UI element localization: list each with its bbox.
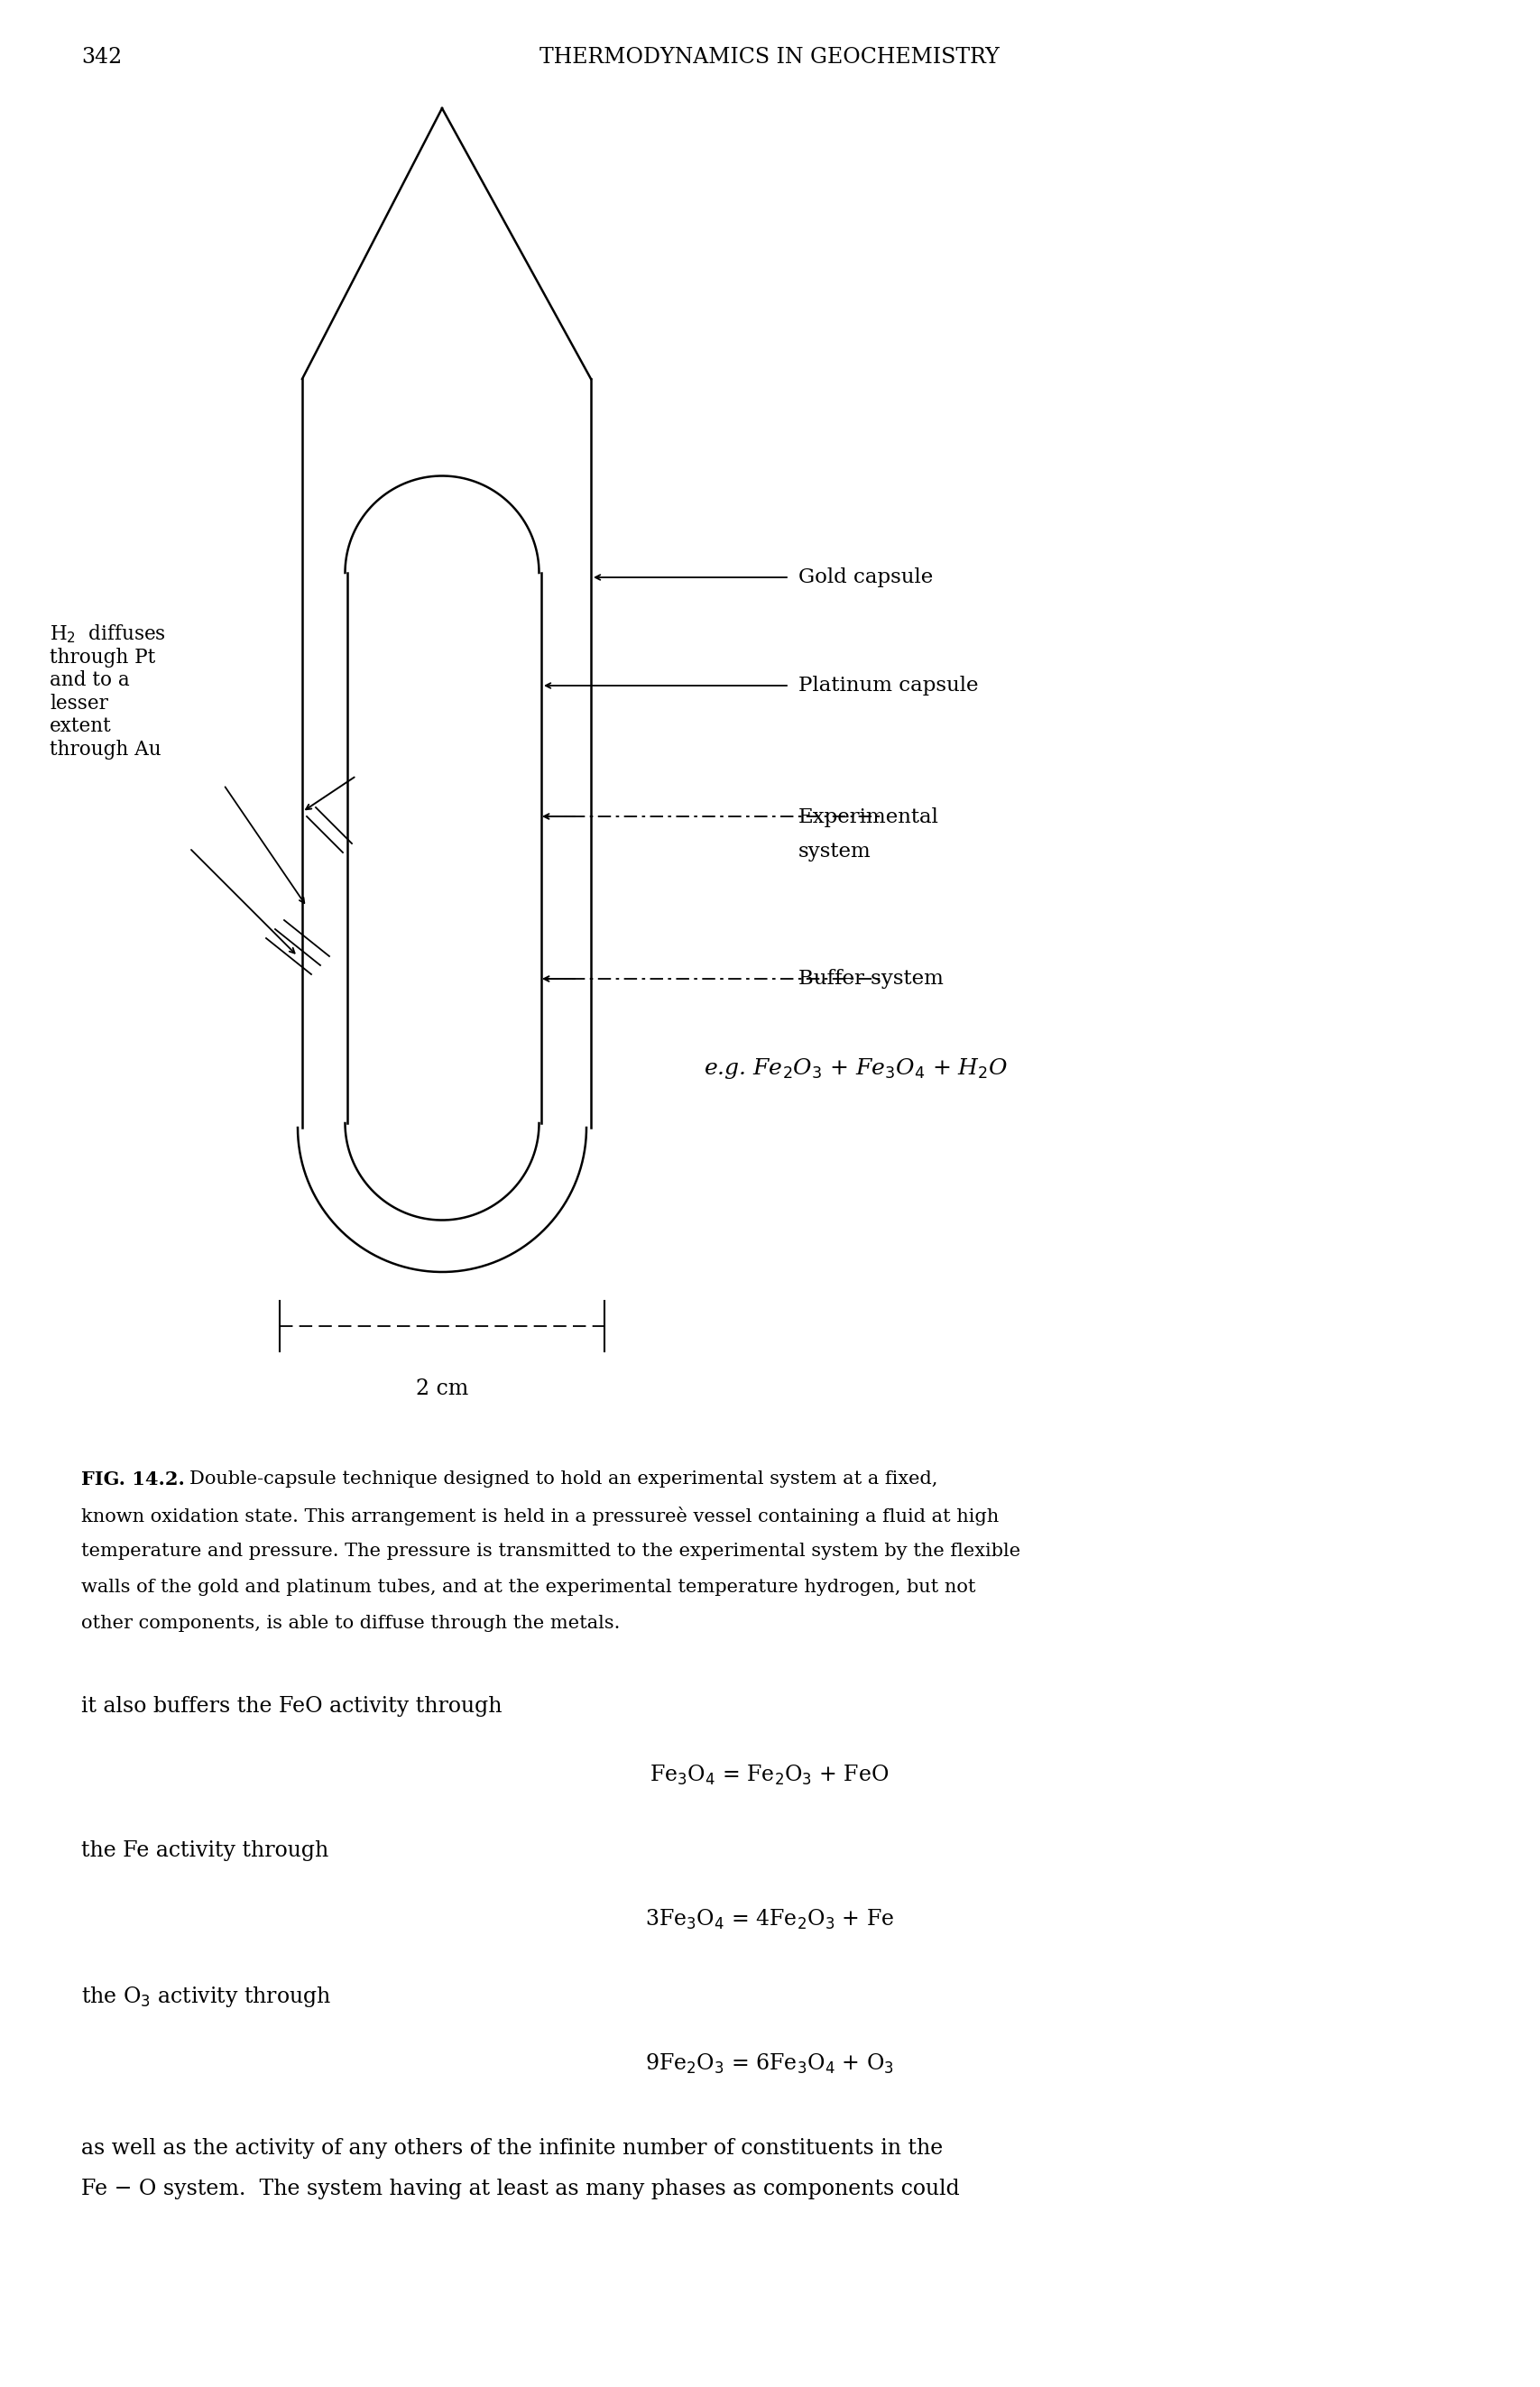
- Text: Experimental: Experimental: [798, 807, 939, 828]
- Text: 9Fe$_2$O$_3$ = 6Fe$_3$O$_4$ + O$_3$: 9Fe$_2$O$_3$ = 6Fe$_3$O$_4$ + O$_3$: [645, 2053, 893, 2077]
- Text: temperature and pressure. The pressure is transmitted to the experimental system: temperature and pressure. The pressure i…: [82, 1542, 1021, 1559]
- Text: e.g. Fe$_2$O$_3$ + Fe$_3$O$_4$ + H$_2$O: e.g. Fe$_2$O$_3$ + Fe$_3$O$_4$ + H$_2$O: [704, 1057, 1009, 1081]
- Text: the Fe activity through: the Fe activity through: [82, 1840, 328, 1862]
- Text: 2 cm: 2 cm: [416, 1377, 468, 1399]
- Text: 3Fe$_3$O$_4$ = 4Fe$_2$O$_3$ + Fe: 3Fe$_3$O$_4$ = 4Fe$_2$O$_3$ + Fe: [645, 1907, 895, 1931]
- Text: as well as the activity of any others of the infinite number of constituents in : as well as the activity of any others of…: [82, 2139, 942, 2158]
- Text: it also buffers the FeO activity through: it also buffers the FeO activity through: [82, 1697, 502, 1716]
- Text: Buffer system: Buffer system: [798, 969, 944, 988]
- Text: system: system: [798, 843, 872, 862]
- Text: H$_2$  diffuses
through Pt
and to a
lesser
extent
through Au: H$_2$ diffuses through Pt and to a lesse…: [49, 623, 166, 759]
- Text: 342: 342: [82, 48, 122, 67]
- Text: Platinum capsule: Platinum capsule: [798, 676, 978, 695]
- Text: Fe − O system.  The system having at least as many phases as components could: Fe − O system. The system having at leas…: [82, 2179, 959, 2198]
- Text: Gold capsule: Gold capsule: [798, 568, 933, 587]
- Text: walls of the gold and platinum tubes, and at the experimental temperature hydrog: walls of the gold and platinum tubes, an…: [82, 1578, 976, 1597]
- Text: Double-capsule technique designed to hold an experimental system at a fixed,: Double-capsule technique designed to hol…: [189, 1470, 938, 1487]
- Text: THERMODYNAMICS IN GEOCHEMISTRY: THERMODYNAMICS IN GEOCHEMISTRY: [539, 48, 999, 67]
- Text: FIG. 14.2.: FIG. 14.2.: [82, 1470, 185, 1489]
- Text: the O$_3$ activity through: the O$_3$ activity through: [82, 1984, 331, 2010]
- Text: other components, is able to diffuse through the metals.: other components, is able to diffuse thr…: [82, 1614, 621, 1633]
- Text: Fe$_3$O$_4$ = Fe$_2$O$_3$ + FeO: Fe$_3$O$_4$ = Fe$_2$O$_3$ + FeO: [650, 1764, 889, 1788]
- Text: known oxidation state. This arrangement is held in a pressureè vessel containing: known oxidation state. This arrangement …: [82, 1506, 999, 1525]
